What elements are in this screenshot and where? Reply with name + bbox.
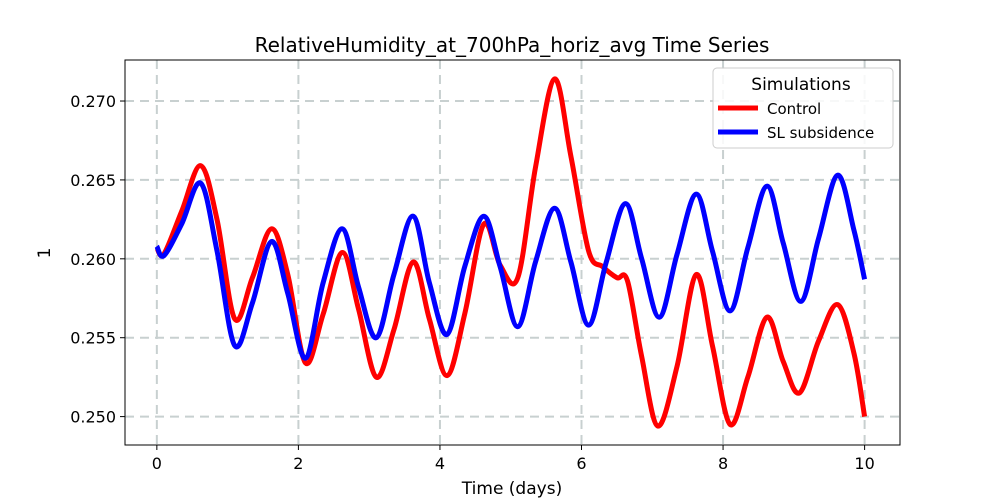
y-axis-label: 1 [35,248,55,259]
legend-label-control: Control [767,100,821,118]
plot-area-frame [124,59,901,446]
x-tick-label: 4 [435,454,445,473]
y-tick-label: 0.265 [70,171,116,190]
legend-title: Simulations [751,75,851,95]
x-tick-label: 0 [152,454,162,473]
series-line-control [154,76,868,429]
y-tick-label: 0.270 [70,92,116,111]
series-lines [154,76,868,429]
x-tick-label: 8 [718,454,728,473]
series-line-sl-subsidence [154,172,868,361]
x-tick-label: 2 [293,454,303,473]
x-axis-ticks: 0 2 4 6 8 10 [152,445,875,473]
chart-title: RelativeHumidity_at_700hPa_horiz_avg Tim… [255,33,770,57]
legend-box [712,67,894,149]
x-tick-label: 6 [576,454,586,473]
x-axis-label: Time (days) [461,479,562,499]
y-axis-ticks: 0.250 0.255 0.260 0.265 0.270 [70,92,125,427]
y-tick-label: 0.255 [70,329,116,348]
y-tick-label: 0.260 [70,250,116,269]
legend: Simulations Control SL subsidence [712,67,894,149]
x-tick-label: 10 [854,454,874,473]
y-tick-label: 0.250 [70,408,116,427]
legend-label-sl-subsidence: SL subsidence [767,124,874,142]
